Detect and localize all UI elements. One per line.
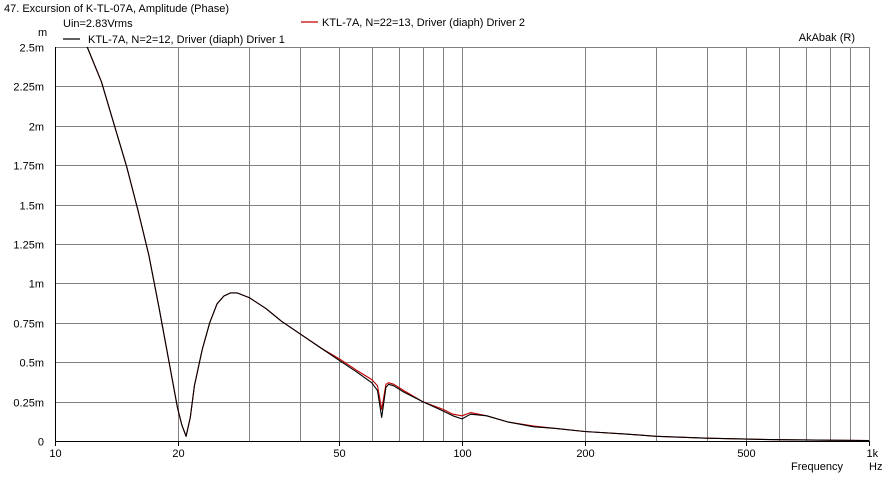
x-tick-label: 20: [172, 448, 184, 460]
x-tick-label: 500: [737, 448, 755, 460]
y-tick-label: 1m: [29, 279, 44, 291]
y-tick-label: 0: [38, 437, 44, 449]
legend-label-driver-2: KTL-7A, N=22=13, Driver (diaph) Driver 2: [322, 17, 525, 29]
y-tick-label: 0.25m: [13, 398, 44, 410]
y-tick-label: 1.75m: [13, 161, 44, 173]
y-axis-unit: m: [38, 27, 47, 39]
x-axis-unit: Hz: [869, 461, 882, 473]
legend-item-driver-1: KTL-7A, N=2=12, Driver (diaph) Driver 1: [63, 34, 285, 46]
y-tick-label: 2.5m: [20, 43, 44, 55]
series-line-driver-2: [86, 46, 870, 442]
chart-title: 47. Excursion of K-TL-07A, Amplitude (Ph…: [4, 3, 229, 15]
axis-layer: 0 0.25m 0.5m 0.75m 1m 1.25m 1.5m 1.75m 2m 2.25m 2.…: [13, 43, 878, 461]
x-tick-label: 200: [576, 448, 594, 460]
y-tick-label: 2m: [29, 122, 44, 134]
y-tick-label: 0.5m: [20, 358, 44, 370]
legend-item-driver-2: KTL-7A, N=22=13, Driver (diaph) Driver 2: [301, 17, 525, 29]
series-layer: [86, 46, 870, 442]
akabak-watermark: AkAbak (R): [799, 32, 855, 44]
series-line-driver-1: [86, 46, 870, 442]
x-tick-label: 100: [453, 448, 471, 460]
y-tick-label: 2.25m: [13, 82, 44, 94]
grid-layer: [55, 47, 870, 442]
y-tick-label: 1.25m: [13, 240, 44, 252]
y-tick-label: 1.5m: [20, 201, 44, 213]
chart-subtitle: Uin=2.83Vrms: [63, 18, 133, 30]
y-tick-label: 0.75m: [13, 319, 44, 331]
x-axis-label: Frequency: [791, 461, 843, 473]
x-tick-label: 50: [333, 448, 345, 460]
x-tick-label: 10: [49, 448, 61, 460]
x-tick-label: 1k: [867, 448, 879, 460]
legend: KTL-7A, N=22=13, Driver (diaph) Driver 2…: [63, 17, 525, 46]
legend-label-driver-1: KTL-7A, N=2=12, Driver (diaph) Driver 1: [88, 34, 285, 46]
